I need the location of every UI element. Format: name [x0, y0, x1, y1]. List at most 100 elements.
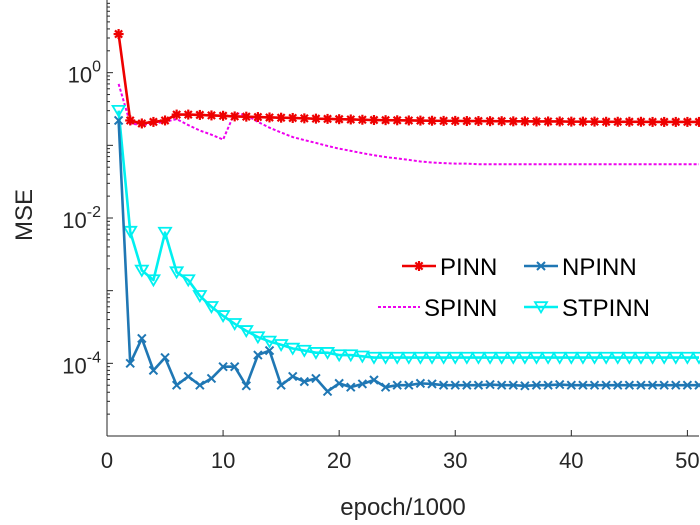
data-point-pinn — [496, 116, 507, 127]
data-point-stpinn — [691, 351, 700, 365]
data-point-stpinn — [494, 351, 510, 365]
data-point-stpinn — [610, 351, 626, 365]
data-point-stpinn — [586, 351, 603, 365]
data-point-npinn — [288, 371, 298, 382]
data-point-npinn — [322, 386, 333, 397]
series-pinn — [113, 29, 700, 129]
data-point-pinn — [624, 116, 635, 127]
data-point-npinn — [694, 380, 700, 390]
data-point-pinn — [543, 116, 554, 127]
x-tick-label: 30 — [443, 448, 467, 473]
data-point-stpinn — [157, 226, 173, 240]
data-point-stpinn — [668, 351, 684, 365]
data-point-npinn — [404, 380, 414, 390]
data-point-pinn — [183, 109, 194, 120]
data-point-stpinn — [308, 347, 324, 360]
data-point-npinn — [659, 380, 669, 390]
data-point-npinn — [357, 379, 368, 389]
data-point-pinn — [647, 116, 658, 127]
series-stpinn — [111, 104, 700, 365]
data-point-stpinn — [134, 264, 150, 278]
legend-marker-pinn — [414, 261, 424, 271]
data-point-npinn — [601, 380, 611, 390]
data-point-pinn — [566, 116, 577, 127]
data-point-stpinn — [273, 339, 289, 352]
data-point-pinn — [485, 116, 496, 127]
x-tick-label: 10 — [211, 448, 235, 473]
legend-label-spinn: SPINN — [424, 295, 497, 322]
legend-label-pinn: PINN — [440, 254, 497, 281]
legend-item-pinn: PINN — [402, 254, 497, 281]
data-point-npinn — [485, 379, 495, 390]
y-tick-label: 10-2 — [62, 204, 101, 233]
data-point-npinn — [171, 380, 182, 390]
data-point-stpinn — [598, 351, 614, 365]
data-point-stpinn — [459, 351, 475, 365]
legend: PINN NPINN SPINN STPINN — [378, 254, 650, 322]
data-point-pinn — [345, 114, 356, 125]
data-point-npinn — [450, 380, 460, 390]
data-point-pinn — [160, 115, 171, 126]
data-point-pinn — [612, 116, 623, 127]
data-point-stpinn — [436, 351, 452, 365]
data-point-stpinn — [482, 351, 498, 365]
data-point-stpinn — [261, 335, 278, 349]
data-point-stpinn — [145, 274, 162, 288]
data-point-stpinn — [354, 350, 370, 364]
series-layer — [111, 29, 700, 397]
data-point-npinn — [113, 115, 124, 126]
data-point-stpinn — [424, 351, 440, 365]
data-point-npinn — [682, 380, 693, 390]
data-point-pinn — [635, 116, 646, 127]
data-point-stpinn — [227, 318, 243, 331]
data-point-stpinn — [331, 349, 347, 363]
axes-layer: 0 10 20 30 40 50 100 10-2 10-4 — [62, 0, 700, 473]
data-point-npinn — [624, 380, 635, 390]
data-point-npinn — [578, 380, 588, 390]
data-point-stpinn — [505, 351, 521, 365]
data-point-pinn — [136, 118, 147, 129]
legend-item-npinn: NPINN — [524, 254, 637, 281]
data-point-pinn — [415, 115, 426, 126]
data-point-npinn — [311, 373, 321, 384]
y-tick-label: 10-4 — [62, 349, 101, 378]
data-point-stpinn — [517, 351, 533, 365]
data-point-stpinn — [563, 351, 579, 365]
data-point-npinn — [148, 365, 159, 376]
x-tick-label: 50 — [675, 448, 699, 473]
data-point-pinn — [392, 115, 403, 126]
data-point-npinn — [520, 381, 530, 391]
data-point-pinn — [519, 116, 530, 127]
data-point-npinn — [566, 380, 577, 390]
data-point-npinn — [636, 380, 646, 390]
data-point-pinn — [113, 29, 124, 40]
data-point-pinn — [334, 114, 345, 125]
data-point-npinn — [206, 373, 217, 384]
data-point-pinn — [194, 109, 205, 120]
data-point-npinn — [253, 350, 263, 360]
data-point-npinn — [276, 380, 286, 390]
data-point-npinn — [380, 382, 391, 392]
data-point-stpinn — [389, 351, 405, 365]
data-point-pinn — [264, 112, 275, 123]
data-point-pinn — [357, 114, 368, 125]
data-point-stpinn — [679, 351, 695, 365]
data-point-pinn — [682, 116, 693, 127]
data-point-stpinn — [552, 351, 568, 365]
data-point-pinn — [427, 115, 438, 126]
data-point-stpinn — [412, 351, 428, 365]
data-point-pinn — [508, 116, 519, 127]
data-point-npinn — [218, 361, 228, 372]
data-point-npinn — [195, 380, 205, 390]
data-point-stpinn — [575, 351, 591, 365]
data-point-npinn — [647, 380, 658, 390]
data-point-npinn — [462, 380, 472, 390]
data-point-pinn — [218, 110, 229, 121]
data-point-pinn — [368, 115, 379, 126]
data-point-pinn — [461, 116, 472, 127]
data-point-stpinn — [250, 331, 266, 345]
data-point-stpinn — [169, 266, 185, 280]
data-point-stpinn — [203, 301, 220, 314]
legend-label-npinn: NPINN — [562, 254, 637, 281]
data-point-npinn — [334, 378, 344, 389]
